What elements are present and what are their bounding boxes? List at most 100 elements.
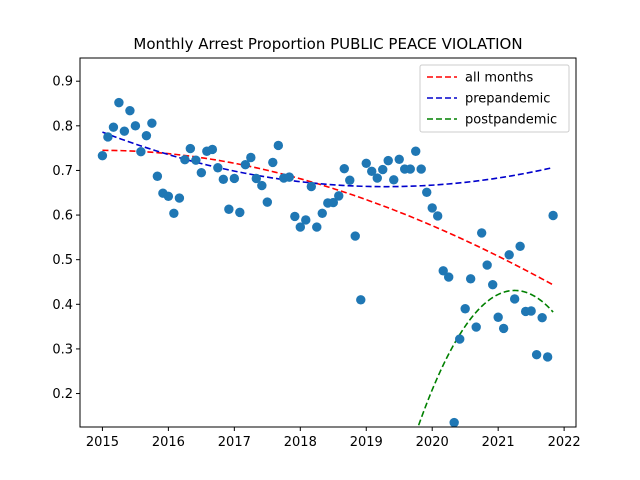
data-point (246, 152, 256, 163)
data-point (152, 171, 163, 181)
data-point (196, 167, 207, 178)
data-point (350, 231, 360, 241)
data-point (174, 193, 185, 203)
data-point (229, 173, 240, 184)
data-point (444, 272, 454, 282)
x-tick-label: 2020 (416, 435, 449, 450)
data-point (317, 208, 327, 218)
x-tick-label: 2015 (86, 435, 119, 450)
x-tick-label: 2021 (482, 435, 515, 450)
data-point (531, 350, 542, 360)
y-tick-label: 0.7 (52, 164, 73, 179)
data-point (328, 197, 338, 208)
x-tick-label: 2019 (350, 435, 383, 450)
data-point (548, 210, 558, 221)
chart-title: Monthly Arrest Proportion PUBLIC PEACE V… (133, 35, 522, 53)
y-tick-label: 0.3 (52, 342, 73, 357)
x-axis: 2015 2016 2017 2018 2019 2020 2021 2022 (86, 427, 581, 450)
data-point (251, 173, 261, 184)
data-point (515, 241, 525, 251)
data-point (432, 211, 443, 221)
data-point (301, 215, 311, 225)
data-point (185, 143, 196, 154)
legend: all months prepandemic postpandemic (419, 64, 570, 133)
data-point (411, 146, 421, 156)
data-point (378, 164, 388, 175)
fit-line-postpandemic (417, 289, 554, 427)
data-point (136, 147, 146, 157)
data-point (498, 323, 509, 334)
data-point (334, 191, 344, 201)
data-point (268, 157, 278, 168)
y-axis: 0.2 0.3 0.4 0.5 0.6 0.7 0.8 0.9 (52, 75, 80, 402)
y-tick-label: 0.8 (52, 119, 73, 134)
data-point (394, 154, 404, 164)
data-point (312, 222, 322, 232)
data-point (455, 334, 465, 344)
data-point (471, 322, 481, 332)
data-point (114, 97, 124, 108)
plot-area (79, 57, 577, 428)
legend-label: postpandemic (465, 113, 557, 128)
data-point (427, 203, 437, 213)
data-point (213, 163, 223, 173)
data-point (449, 417, 459, 427)
data-point (257, 180, 267, 191)
x-tick-label: 2016 (152, 435, 185, 450)
data-point (262, 197, 273, 207)
x-tick-label: 2022 (548, 435, 581, 450)
data-point (141, 130, 152, 141)
data-point (224, 204, 234, 214)
y-tick-label: 0.5 (52, 253, 73, 268)
data-point (482, 260, 492, 270)
y-tick-label: 0.4 (52, 298, 73, 313)
data-point (130, 121, 141, 131)
legend-label: all months (465, 71, 534, 86)
data-point (367, 166, 377, 177)
y-tick-label: 0.6 (52, 209, 73, 224)
data-point (103, 132, 113, 142)
x-tick-label: 2018 (284, 435, 317, 450)
data-point (218, 174, 229, 185)
data-point (295, 222, 305, 232)
data-point (339, 163, 349, 174)
data-point (389, 175, 399, 185)
data-point (488, 279, 498, 290)
data-point (493, 312, 503, 322)
data-point (537, 312, 547, 323)
data-point (191, 155, 201, 165)
data-point (526, 306, 536, 316)
data-point (125, 105, 135, 116)
data-point (163, 191, 174, 202)
data-point (383, 155, 393, 166)
data-point (345, 175, 355, 185)
x-tick-label: 2017 (218, 435, 251, 450)
data-point (169, 208, 179, 218)
data-point (405, 164, 415, 174)
data-point (416, 164, 426, 174)
data-point (542, 352, 553, 362)
fit-line-all-months (102, 149, 554, 286)
data-point (361, 158, 371, 168)
data-point (356, 295, 366, 305)
data-point (372, 173, 382, 183)
data-point (509, 294, 520, 304)
data-point (504, 250, 514, 260)
data-point (235, 207, 245, 218)
data-point (97, 151, 108, 161)
data-point (207, 144, 218, 155)
data-point (476, 228, 487, 238)
data-point (422, 187, 432, 197)
data-point (180, 155, 190, 165)
data-point (147, 118, 157, 128)
fit-line-prepandemic (102, 131, 554, 188)
legend-box (419, 64, 570, 133)
y-tick-label: 0.2 (52, 387, 73, 402)
data-point (284, 172, 294, 182)
data-point (108, 122, 119, 132)
data-point (465, 274, 476, 284)
data-point (273, 140, 284, 151)
data-point (306, 181, 317, 192)
data-point (240, 159, 251, 170)
